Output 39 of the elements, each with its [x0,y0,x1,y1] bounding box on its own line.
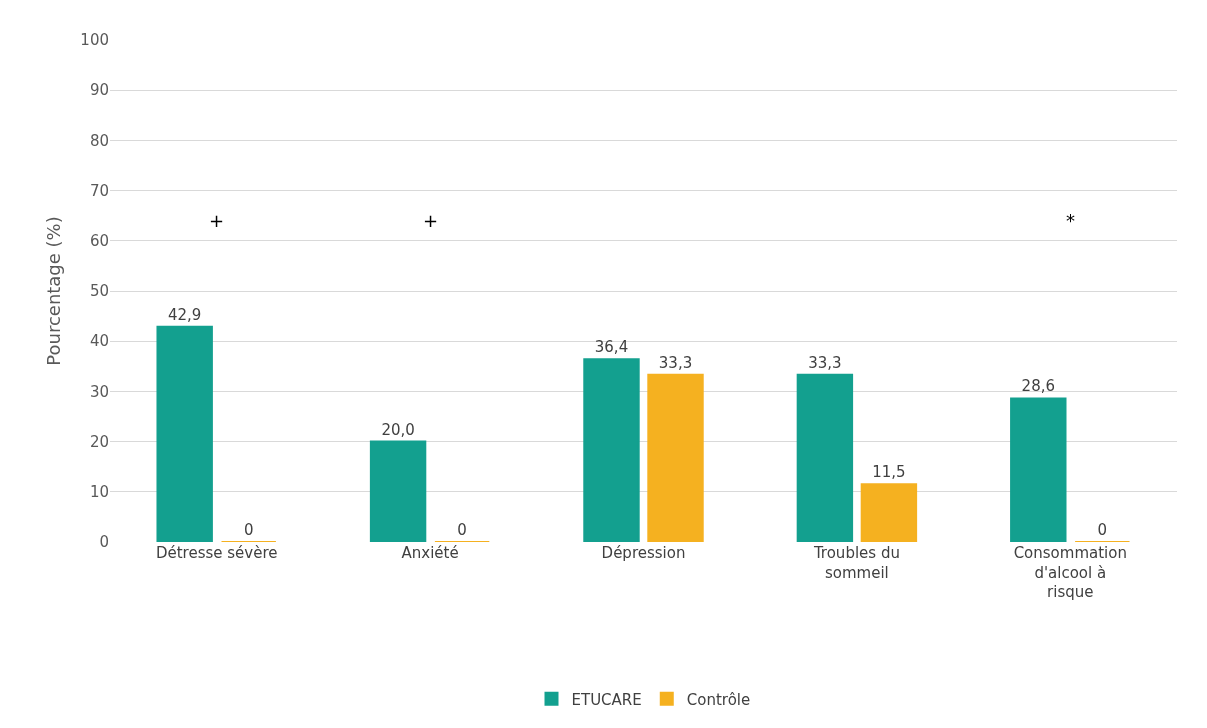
y-tick-label: 90 [89,81,109,100]
y-tick-label: 60 [89,232,109,251]
annotation: + [423,210,439,231]
y-tick-label: 70 [89,181,109,200]
data-label: 36,4 [594,338,629,357]
data-label: 42,9 [167,305,202,324]
y-tick-label: 10 [89,483,109,502]
data-label: 0 [457,521,467,539]
bar [369,440,427,542]
annotation: + [209,210,225,231]
data-label: 28,6 [1021,377,1055,396]
y-tick-label: 20 [89,432,109,451]
y-tick-label: 30 [89,382,109,401]
legend-label: Contrôle [686,690,751,709]
data-label: 0 [243,521,254,539]
data-label: 33,3 [658,353,693,372]
x-tick-label: Anxiété [401,544,459,562]
x-tick-label: Troubles du sommeil [812,544,900,582]
data-label: 20,0 [381,420,415,439]
x-tick-label: Consommation d'alcool à risque [1013,544,1127,601]
bar [583,358,640,542]
data-label: 33,3 [808,353,842,372]
bar [647,373,704,542]
bar [796,373,854,542]
y-tick-label: 40 [89,332,109,351]
legend-label: ETUCARE [571,690,642,709]
x-tick-label: Détresse sévère [155,544,278,562]
bar [1010,397,1067,542]
y-axis-title: Pourcentage (%) [42,216,64,366]
bar [860,483,918,542]
data-label: 0 [1097,521,1108,539]
bar [156,325,213,542]
data-label: 11,5 [872,463,906,482]
y-tick-label: 80 [89,131,109,150]
y-tick-label: 0 [99,533,109,552]
y-tick-label: 100 [80,31,109,50]
annotation: * [1066,210,1075,231]
y-tick-label: 50 [89,282,109,301]
x-tick-label: Dépression [601,544,686,562]
